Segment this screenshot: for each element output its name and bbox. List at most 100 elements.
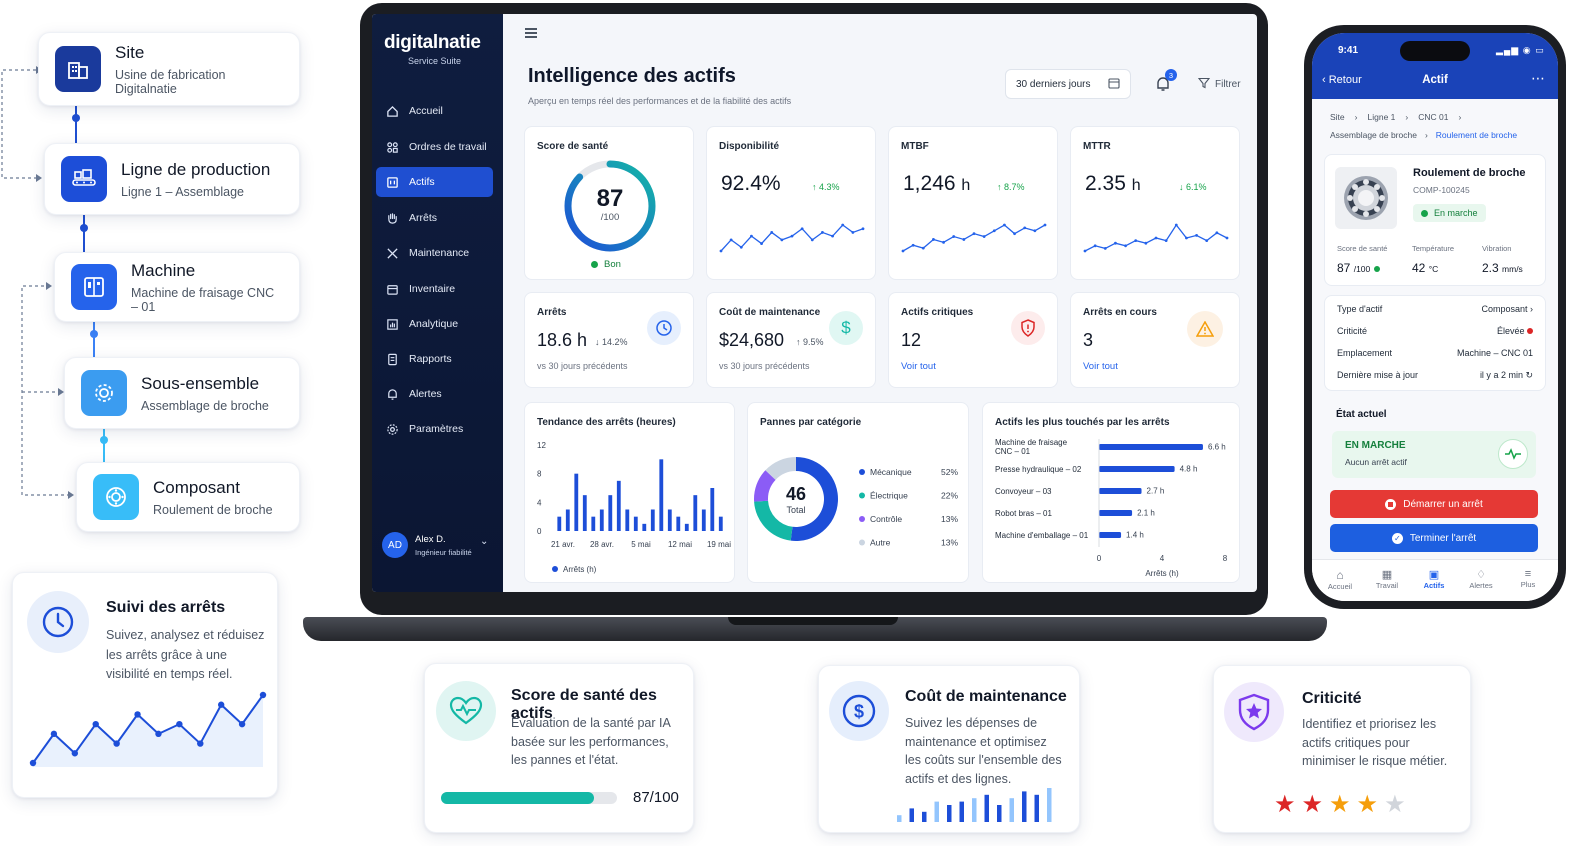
subassembly-sub: Assemblage de broche	[141, 398, 269, 413]
sparkline-point	[71, 750, 79, 757]
filter-button[interactable]: Filtrer	[1197, 77, 1241, 92]
mtbf-tile[interactable]: MTBF 1,246 h ↑ 8.7%	[888, 126, 1058, 280]
nav-item-alertes[interactable]: Alertes	[376, 379, 493, 409]
nav-item-parametres[interactable]: Paramètres	[376, 414, 493, 444]
breadcrumb-line[interactable]: Ligne 1	[1367, 112, 1396, 122]
nav-item-maintenance[interactable]: Maintenance	[376, 238, 493, 268]
legend-dot	[859, 539, 865, 546]
nav-item-inventaire[interactable]: Inventaire	[376, 274, 493, 304]
state-title: État actuel	[1336, 409, 1387, 420]
start-stop-label: Démarrer un arrêt	[1403, 498, 1483, 510]
nav-label: Arrêts	[409, 212, 438, 224]
trend-bar	[565, 509, 570, 531]
availability-sparkline	[719, 223, 865, 253]
back-button[interactable]: ‹ Retour	[1322, 74, 1362, 86]
cost-bar	[947, 805, 952, 822]
nav-item-rapports[interactable]: Rapports	[376, 344, 493, 374]
health-score-gauge	[564, 160, 656, 252]
metric-number: 2.3	[1482, 261, 1499, 275]
critical-see-all-link[interactable]: Voir tout	[901, 361, 936, 372]
bar-value-label: 4.8 h	[1180, 465, 1198, 474]
availability-tile[interactable]: Disponibilité 92.4% ↑ 4.3%	[706, 126, 876, 280]
hierarchy-machine-card[interactable]: Machine Machine de fraisage CNC – 01	[54, 252, 300, 322]
chart-title: Actifs les plus touchés par les arrêts	[995, 417, 1170, 428]
sparkline-point	[1154, 236, 1158, 240]
more-options-icon[interactable]: ⋯	[1531, 70, 1545, 86]
phone-header: 9:41 ▂▄▆ ◉ ▭ ‹ Retour Actif ⋯	[1312, 33, 1558, 99]
tile-label: Disponibilité	[719, 141, 779, 152]
nav-item-ordres[interactable]: Ordres de travail	[376, 132, 493, 162]
heart-pulse-icon	[436, 681, 496, 741]
end-stop-label: Terminer l'arrêt	[1409, 532, 1477, 544]
tab-actifs[interactable]: ▣ Actifs	[1414, 568, 1454, 590]
trend-bar	[574, 473, 579, 531]
nav-label: Actifs	[409, 176, 435, 188]
pulse-icon	[1498, 439, 1528, 469]
breadcrumb-component[interactable]: Roulement de broche	[1435, 130, 1518, 140]
date-range-select[interactable]: 30 derniers jours	[1005, 69, 1131, 99]
health-score-max: /100	[600, 212, 620, 223]
property-value: il y a 2 min ↻	[1479, 370, 1533, 380]
svg-text:$: $	[854, 702, 864, 722]
breadcrumb-subassembly[interactable]: Assemblage de broche	[1330, 130, 1417, 140]
clock-icon	[647, 311, 681, 345]
ongoing-stops-tile[interactable]: Arrêts en cours 3 Voir tout	[1070, 292, 1240, 388]
sparkline-point	[1093, 244, 1097, 248]
sparkline-point	[780, 238, 784, 242]
downtime-kpi-tile[interactable]: Arrêts 18.6 h ↓ 14.2% vs 30 jours précéd…	[524, 292, 694, 388]
maintenance-cost-tile[interactable]: Coût de maintenance $24,680 ↑ 9.5% vs 30…	[706, 292, 876, 388]
tab-plus[interactable]: ≡ Plus	[1508, 568, 1548, 589]
chevron-down-icon[interactable]: ⌄	[480, 536, 489, 547]
nav-item-analytique[interactable]: Analytique	[376, 309, 493, 339]
hierarchy-line-card[interactable]: Ligne de production Ligne 1 – Assemblage	[44, 143, 300, 215]
trend-bar	[608, 495, 613, 531]
tab-alertes[interactable]: ♢ Alertes	[1461, 568, 1501, 590]
analytics-icon	[385, 317, 399, 331]
asset-bar	[1099, 510, 1133, 516]
mttr-tile[interactable]: MTTR 2.35 h ↓ 6.1%	[1070, 126, 1240, 280]
star-icon: ★	[1329, 791, 1351, 818]
hierarchy-subassembly-card[interactable]: Sous-ensemble Assemblage de broche	[64, 357, 300, 429]
trend-bar	[693, 495, 698, 531]
legend-dot	[859, 492, 865, 499]
hierarchy-component-card[interactable]: Composant Roulement de broche	[76, 462, 300, 532]
nav-item-accueil[interactable]: Accueil	[376, 96, 493, 126]
health-score-tile[interactable]: Score de santé 87 /100 Bon	[524, 126, 694, 280]
sparkline-point	[1124, 244, 1127, 248]
dashboard-main: Intelligence des actifs Aperçu en temps …	[503, 14, 1257, 592]
menu-icon[interactable]	[525, 28, 537, 38]
assets-icon: ▣	[1428, 569, 1440, 581]
tab-travail[interactable]: ▦ Travail	[1367, 568, 1407, 590]
breadcrumb-cnc[interactable]: CNC 01	[1418, 112, 1449, 122]
critical-assets-tile[interactable]: Actifs critiques 12 Voir tout	[888, 292, 1058, 388]
brand-logo[interactable]: digitalnatie	[384, 32, 481, 53]
tab-label: Accueil	[1327, 582, 1353, 591]
property-row[interactable]: Type d'actif Composant ›	[1337, 304, 1533, 314]
notification-bell-icon[interactable]: 3	[1155, 69, 1177, 97]
stop-circle-icon	[1385, 498, 1397, 510]
start-stop-button[interactable]: Démarrer un arrêt	[1330, 490, 1538, 518]
inventory-icon	[385, 282, 399, 296]
legend-dot	[859, 516, 865, 522]
hierarchy-connectors	[1, 66, 108, 499]
trend-bar	[676, 516, 681, 531]
cost-bar	[922, 811, 927, 822]
end-stop-button[interactable]: ✓ Terminer l'arrêt	[1330, 524, 1538, 552]
ongoing-see-all-link[interactable]: Voir tout	[1083, 361, 1118, 372]
sparkline-point	[1114, 241, 1117, 245]
gear-icon	[81, 370, 127, 416]
avatar[interactable]: AD	[382, 532, 408, 558]
x-tick-label: 5 mai	[631, 540, 651, 549]
legend-percent: 13%	[941, 538, 958, 548]
line-title: Ligne de production	[121, 159, 271, 179]
star-icon: ★	[1384, 791, 1406, 818]
nav-item-actifs[interactable]: Actifs	[376, 167, 493, 197]
trend-bar	[616, 480, 621, 531]
tab-accueil[interactable]: ⌂ Accueil	[1320, 568, 1360, 591]
nav-item-arrets[interactable]: Arrêts	[376, 203, 493, 233]
breadcrumb-site[interactable]: Site	[1330, 112, 1345, 122]
hierarchy-site-card[interactable]: Site Usine de fabrication Digitalnatie	[38, 32, 300, 106]
sidebar: digitalnatie Service Suite Accueil Ordre…	[372, 14, 503, 592]
